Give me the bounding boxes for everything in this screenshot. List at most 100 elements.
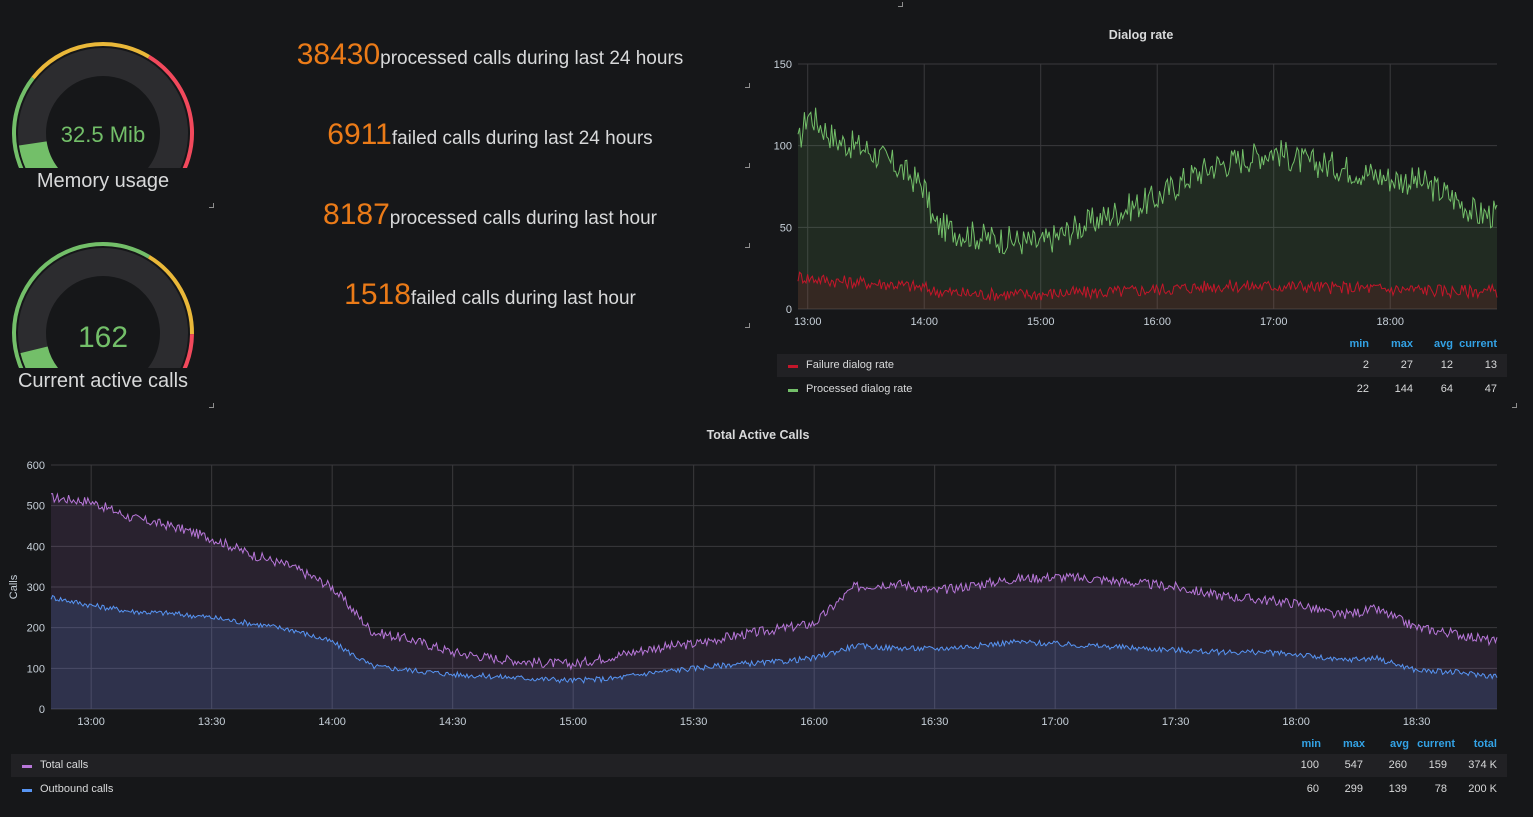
legend-series-name[interactable]: Outbound calls [40, 783, 114, 795]
panel-resize-handle[interactable] [1512, 403, 1517, 408]
legend-total: 200 K [1468, 783, 1497, 795]
x-tick-label: 18:30 [1403, 716, 1431, 728]
legend-swatch-red [788, 365, 798, 368]
dialog-rate-chart: 0 50 100 150 13:00 14:00 15:00 16:00 17:00 18:00 [774, 59, 1498, 328]
gauge-threshold-band [147, 255, 194, 335]
active-calls-label: Current active calls [17, 370, 189, 392]
panel-resize-handle[interactable] [745, 323, 750, 328]
legend-avg: 64 [1440, 383, 1453, 395]
y-tick-label: 200 [27, 623, 45, 635]
x-tick-label: 14:00 [910, 316, 938, 328]
x-tick-label: 15:00 [559, 716, 587, 728]
series-line [50, 594, 1498, 684]
memory-usage-value: 32.5 Mib [60, 122, 146, 147]
x-tick-label: 16:00 [1143, 316, 1171, 328]
x-tick-label: 18:00 [1376, 316, 1404, 328]
panel-resize-handle[interactable] [745, 83, 750, 88]
stat-failed-1h: 1518failed calls during last hour [220, 278, 760, 312]
memory-usage-gauge [8, 38, 198, 192]
legend-header-max[interactable]: max [1390, 338, 1413, 350]
x-tick-label: 13:00 [77, 716, 105, 728]
legend-current: 13 [1484, 359, 1497, 371]
legend-min: 100 [1300, 759, 1319, 771]
series-area [51, 595, 1497, 709]
x-tick-label: 14:00 [318, 716, 346, 728]
series-area [798, 272, 1497, 309]
legend-current: 159 [1428, 759, 1447, 771]
legend-series-name[interactable]: Failure dialog rate [806, 359, 895, 371]
legend-row-total-calls[interactable]: Total calls 100 547 260 159 374 K [11, 754, 1507, 777]
stat-value: 38430 [296, 38, 381, 71]
legend-header-min[interactable]: min [1349, 338, 1369, 350]
stat-text: processed calls during last hour [389, 208, 657, 229]
legend-swatch-green [788, 389, 798, 392]
legend-header-avg[interactable]: avg [1434, 338, 1453, 350]
gauge-track [18, 48, 188, 188]
y-tick-label: 100 [774, 141, 792, 153]
y-tick-label: 500 [27, 501, 45, 513]
legend-header-avg[interactable]: avg [1390, 738, 1409, 750]
legend-series-name[interactable]: Processed dialog rate [806, 383, 913, 395]
x-tick-label: 15:30 [680, 716, 708, 728]
stat-text: processed calls during last 24 hours [380, 48, 684, 69]
series-line [50, 492, 1498, 671]
stat-value: 1518 [344, 278, 411, 311]
legend-header-max[interactable]: max [1342, 738, 1365, 750]
y-tick-label: 600 [27, 460, 45, 472]
y-axis-label: Calls [8, 574, 20, 599]
x-tick-label: 15:00 [1027, 316, 1055, 328]
legend-avg: 12 [1440, 359, 1453, 371]
y-tick-label: 150 [774, 59, 792, 71]
legend-header-total[interactable]: total [1473, 738, 1497, 750]
legend-series-name[interactable]: Total calls [40, 759, 89, 771]
legend-header-min[interactable]: min [1301, 738, 1321, 750]
x-tick-label: 17:00 [1041, 716, 1069, 728]
panel-resize-handle[interactable] [898, 2, 903, 7]
series-area [51, 493, 1497, 709]
panel-resize-handle[interactable] [745, 163, 750, 168]
y-tick-label: 0 [39, 704, 45, 716]
y-tick-label: 100 [27, 663, 45, 675]
y-tick-label: 0 [786, 304, 792, 316]
legend-max: 299 [1344, 783, 1363, 795]
stat-text: failed calls during last 24 hours [391, 128, 653, 149]
legend-header-current[interactable]: current [1417, 738, 1455, 750]
legend-header-current[interactable]: current [1459, 338, 1497, 350]
stat-value: 6911 [327, 118, 392, 151]
dialog-rate-title[interactable]: Dialog rate [1108, 28, 1174, 42]
gauge-threshold-band [12, 242, 151, 392]
stat-text: failed calls during last hour [410, 288, 636, 309]
legend-row-outbound-calls[interactable]: Outbound calls 60 299 139 78 200 K [11, 778, 1507, 801]
legend-avg: 139 [1388, 783, 1407, 795]
stat-failed-24h: 6911failed calls during last 24 hours [220, 118, 760, 152]
active-calls-value: 162 [77, 321, 129, 354]
y-tick-label: 300 [27, 582, 45, 594]
legend-row-processed[interactable]: Processed dialog rate 22 144 64 47 [777, 378, 1507, 401]
active-calls-title[interactable]: Total Active Calls [706, 428, 810, 442]
x-tick-label: 16:00 [800, 716, 828, 728]
y-tick-label: 50 [780, 222, 792, 234]
legend-swatch-purple [22, 765, 32, 768]
panel-resize-handle[interactable] [209, 403, 214, 408]
legend-max: 144 [1394, 383, 1413, 395]
x-tick-label: 16:30 [921, 716, 949, 728]
x-tick-label: 14:30 [439, 716, 467, 728]
legend-max: 27 [1400, 359, 1413, 371]
legend-min: 2 [1362, 359, 1369, 371]
stat-processed-1h: 8187processed calls during last hour [220, 198, 760, 232]
stat-value: 8187 [323, 198, 390, 231]
legend-max: 547 [1344, 759, 1363, 771]
active-calls-legend: min max avg current total Total calls 10… [11, 736, 1507, 802]
legend-row-failure[interactable]: Failure dialog rate 2 27 12 13 [777, 354, 1507, 377]
x-tick-label: 18:00 [1282, 716, 1310, 728]
panel-resize-handle[interactable] [209, 203, 214, 208]
legend-min: 22 [1356, 383, 1369, 395]
gauge-threshold-band [31, 42, 151, 80]
panel-resize-handle[interactable] [745, 243, 750, 248]
legend-swatch-blue [22, 789, 32, 792]
legend-current: 78 [1434, 783, 1447, 795]
active-calls-chart: 0 100 200 300 400 500 600 13:00 13:30 14:00 14:30 1… [8, 460, 1498, 728]
x-tick-label: 17:00 [1260, 316, 1288, 328]
dialog-rate-legend: min max avg current Failure dialog rate … [777, 336, 1507, 402]
x-tick-label: 13:00 [794, 316, 822, 328]
